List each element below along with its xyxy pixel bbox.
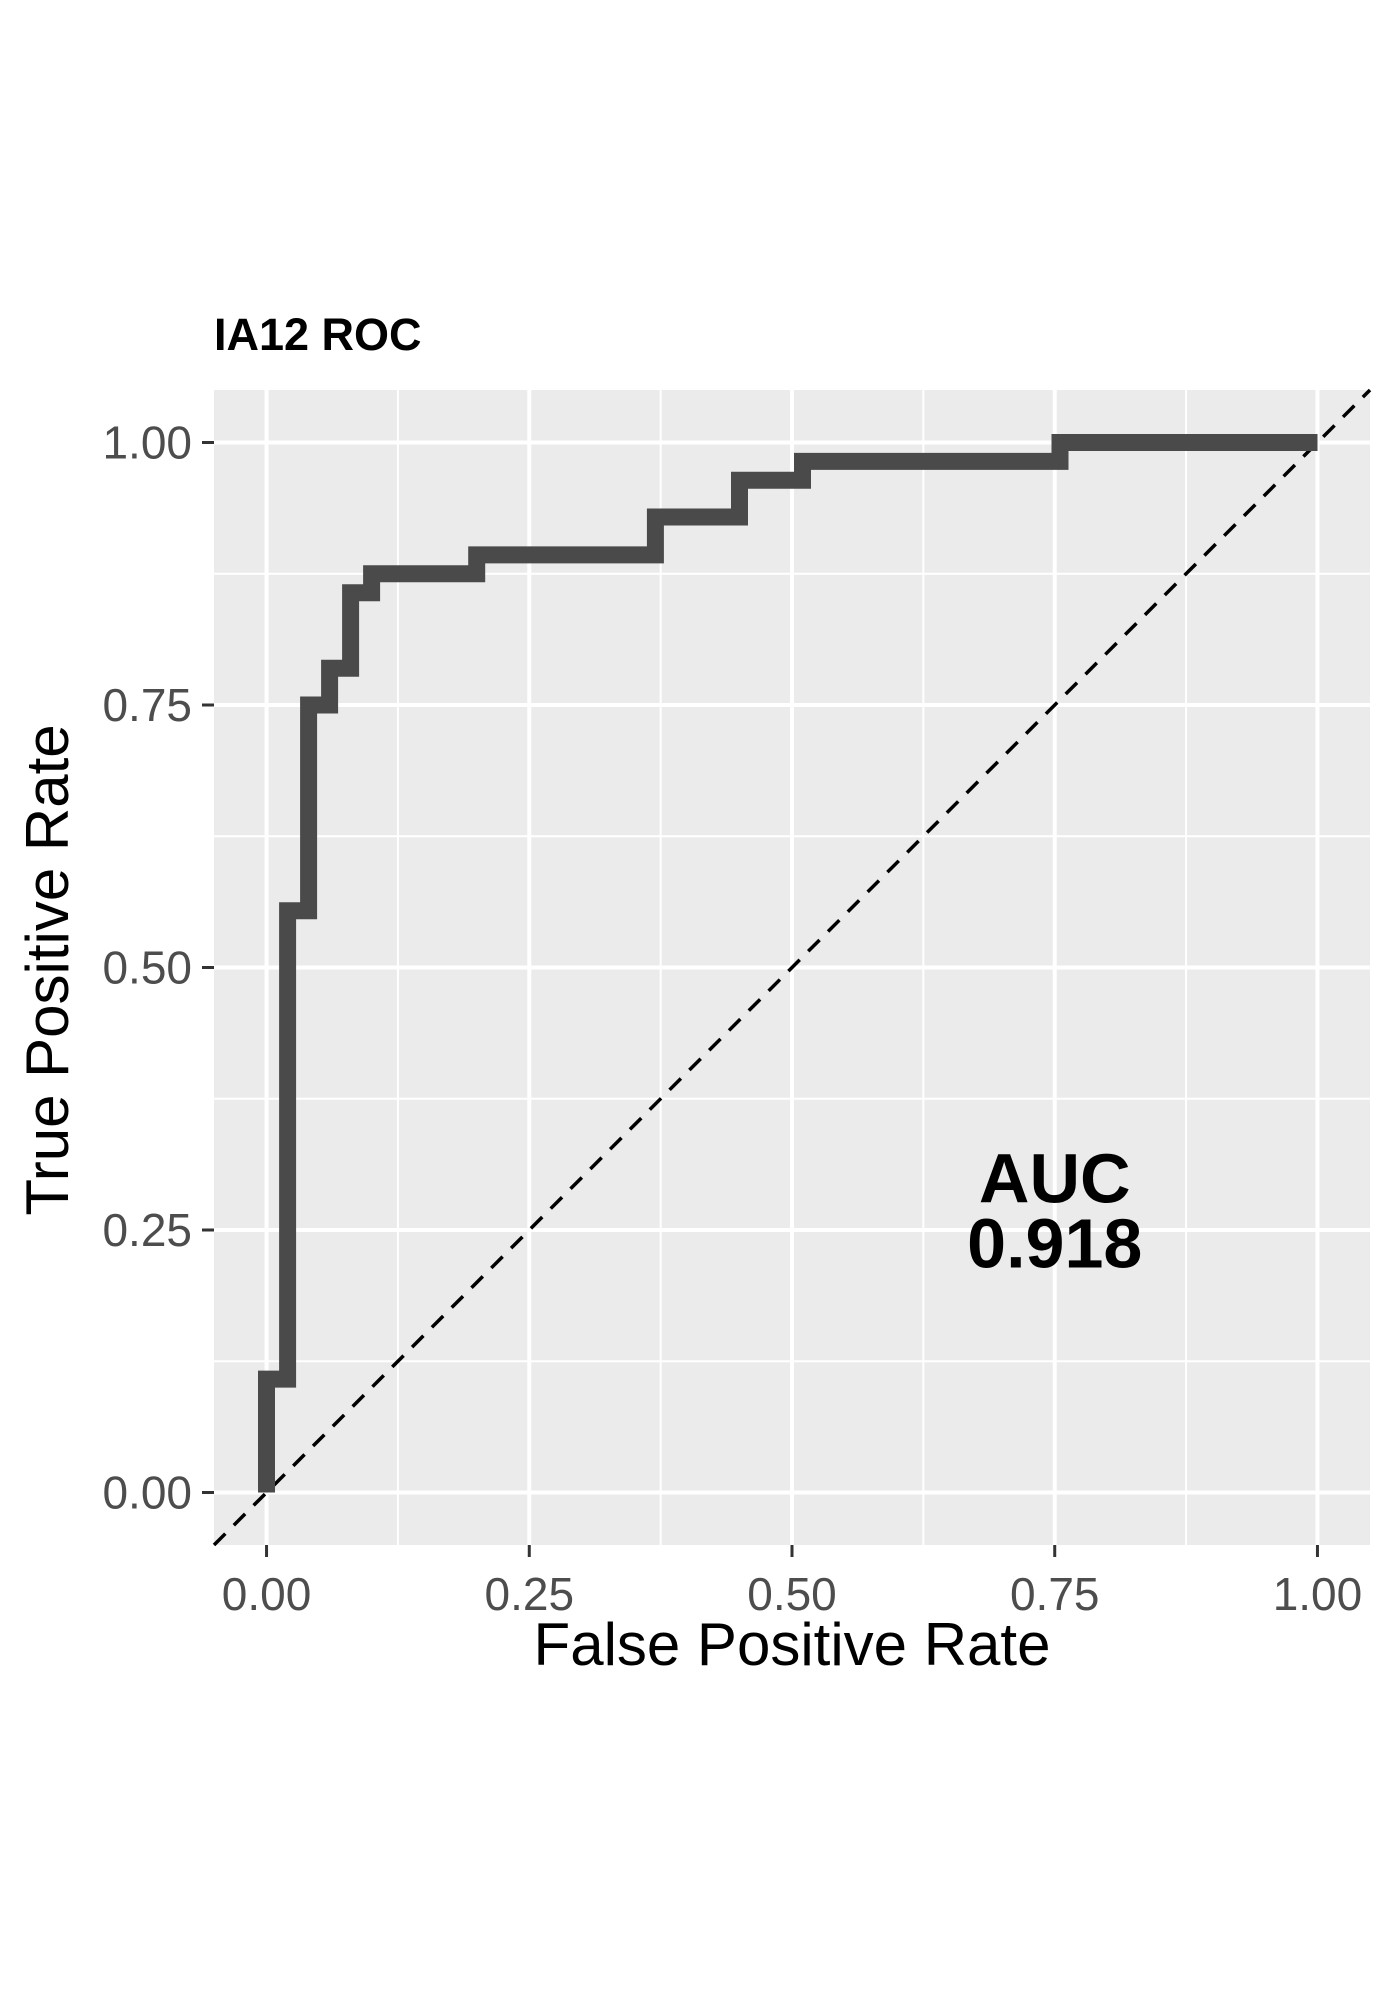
chart-title: IA12 ROC: [214, 309, 422, 360]
auc-value: 0.918: [967, 1205, 1142, 1283]
y-tick-label: 1.00: [102, 417, 192, 469]
x-tick-label: 1.00: [1273, 1568, 1363, 1620]
x-axis-label: False Positive Rate: [534, 1611, 1051, 1678]
y-axis-label: True Positive Rate: [14, 724, 81, 1215]
reference-line: [212, 388, 1372, 1547]
x-tick-label: 0.75: [1010, 1568, 1100, 1620]
reference-line-layer: [212, 388, 1372, 1547]
x-tick-label: 0.25: [485, 1568, 575, 1620]
y-tick-label: 0.00: [102, 1467, 192, 1519]
y-tick-label: 0.50: [102, 942, 192, 994]
roc-curve-line: [258, 434, 1318, 1493]
y-tick-label: 0.75: [102, 679, 192, 731]
series-layer: [258, 434, 1318, 1493]
auc-label: AUC: [979, 1140, 1131, 1218]
x-tick-label: 0.00: [222, 1568, 312, 1620]
y-axis: 0.00 0.25 0.50 0.75 1.00: [102, 417, 214, 1519]
x-tick-label: 0.50: [747, 1568, 837, 1620]
x-axis: 0.00 0.25 0.50 0.75 1.00: [222, 1545, 1362, 1620]
y-tick-label: 0.25: [102, 1204, 192, 1256]
